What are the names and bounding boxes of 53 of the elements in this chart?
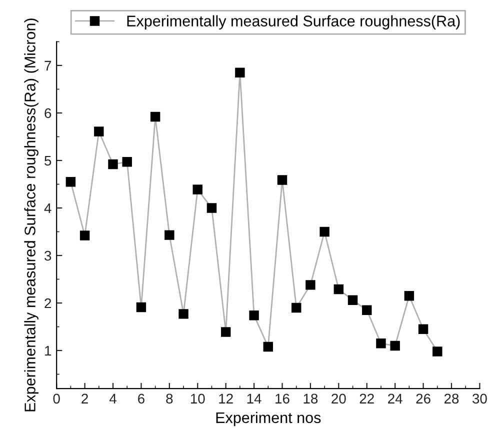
x-tick-label: 18	[304, 394, 318, 404]
y-tick-label: 1	[45, 346, 52, 356]
point	[80, 230, 90, 240]
y-tick-label: 2	[44, 298, 52, 308]
x-tick-label: 2	[82, 394, 88, 404]
point	[291, 302, 302, 313]
x-tick-label: 14	[247, 394, 262, 404]
x-tick-label: 22	[360, 394, 374, 404]
point	[390, 340, 400, 351]
point	[136, 302, 146, 312]
point	[235, 68, 245, 78]
y-tick-label: 7	[44, 60, 52, 70]
point	[277, 175, 288, 185]
legend-label: Experimentally measured Surface roughness(Ra)	[127, 15, 460, 30]
point	[376, 338, 386, 348]
point	[178, 309, 188, 319]
point	[418, 324, 428, 334]
x-tick-label: 10	[190, 394, 205, 404]
point	[206, 203, 217, 213]
y-axis-title: Experimentally measured Surface roughness(Ra) (Micron)	[24, 18, 38, 412]
point	[122, 157, 132, 167]
point	[362, 305, 372, 315]
x-tick-label: 12	[219, 394, 233, 404]
point	[263, 342, 273, 352]
point	[320, 226, 330, 237]
x-tick-label: 20	[332, 394, 346, 404]
x-tick-label: 26	[416, 394, 430, 404]
x-tick-label: 16	[276, 394, 290, 404]
x-axis-title: Experiment nos	[216, 412, 321, 426]
point	[220, 327, 231, 337]
point	[334, 284, 344, 294]
point	[150, 112, 160, 122]
x-tick-label: 6	[138, 394, 144, 404]
y-tick-label: 6	[44, 108, 52, 118]
point	[192, 184, 202, 194]
point	[108, 159, 118, 170]
x-tick-label: 24	[388, 394, 402, 404]
point	[94, 126, 104, 136]
point	[432, 346, 442, 356]
x-tick-label: 8	[166, 394, 173, 404]
point	[306, 280, 316, 290]
y-tick-label: 4	[44, 203, 52, 214]
point	[404, 291, 414, 301]
point	[249, 310, 259, 320]
x-tick-label: 4	[109, 394, 116, 404]
y-tick-label: 5	[44, 156, 52, 166]
x-tick-label: 28	[444, 394, 459, 404]
x-tick-label: 30	[472, 394, 487, 404]
point	[348, 295, 358, 306]
y-tick-label: 3	[44, 250, 52, 261]
point	[66, 176, 76, 187]
point	[164, 230, 174, 240]
x-tick-label: 0	[53, 394, 60, 404]
